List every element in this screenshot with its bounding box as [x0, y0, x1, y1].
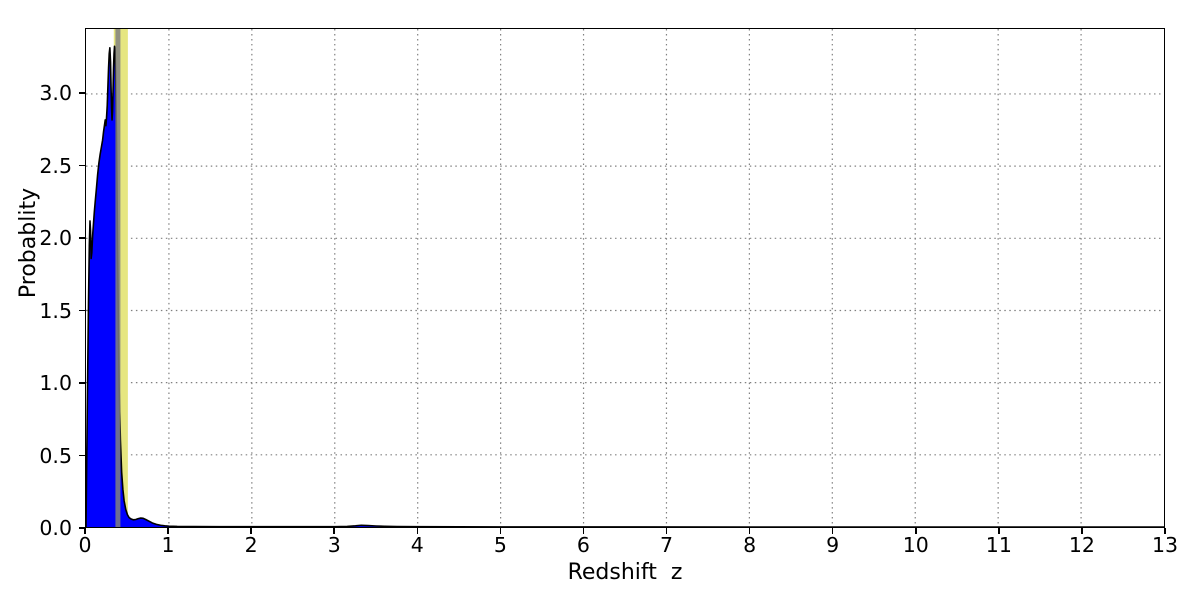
- x-tick-mark: [167, 528, 169, 534]
- y-tick-label: 0.5: [39, 443, 72, 468]
- x-tick-label: 9: [826, 533, 840, 557]
- y-tick-mark: [79, 454, 85, 457]
- y-axis-label-wrapper: Probablity: [16, 103, 46, 383]
- x-tick-mark: [748, 528, 751, 534]
- x-tick-mark: [831, 528, 834, 534]
- x-tick-mark: [333, 528, 335, 534]
- x-tick-label: 1: [161, 533, 175, 557]
- y-tick-label: 1.0: [39, 371, 72, 396]
- x-tick-mark: [250, 528, 252, 534]
- x-tick-label: 11: [985, 533, 1012, 557]
- x-tick-label: 12: [1068, 533, 1095, 557]
- chart-svg: [86, 29, 1164, 527]
- y-tick-mark: [79, 92, 85, 94]
- x-tick-mark: [1164, 528, 1166, 534]
- y-tick-label: 1.5: [39, 298, 72, 323]
- y-tick-label: 0.0: [39, 516, 72, 540]
- x-tick-mark: [915, 528, 917, 534]
- x-tick-mark: [582, 528, 585, 534]
- x-tick-mark: [665, 528, 668, 534]
- x-tick-mark: [84, 528, 86, 534]
- x-tick-mark: [499, 528, 502, 534]
- y-tick-mark: [79, 382, 85, 384]
- x-tick-label: 5: [493, 533, 507, 557]
- y-tick-mark: [79, 237, 85, 239]
- x-tick-label: 2: [244, 533, 258, 557]
- y-axis-label: Probablity: [16, 187, 41, 299]
- x-tick-mark: [1081, 528, 1083, 534]
- y-tick-label: 2.0: [39, 226, 72, 251]
- y-tick-label: 3.0: [39, 81, 72, 106]
- x-tick-label: 3: [327, 533, 341, 557]
- x-tick-label: 7: [660, 533, 674, 557]
- y-tick-label: 2.5: [39, 153, 72, 178]
- x-tick-label: 0: [78, 533, 92, 557]
- x-tick-label: 8: [743, 533, 757, 557]
- y-tick-mark: [79, 527, 85, 529]
- x-tick-label: 10: [902, 533, 929, 557]
- x-tick-label: 6: [576, 533, 590, 557]
- y-tick-mark: [79, 164, 85, 167]
- y-tick-mark: [79, 309, 85, 312]
- x-tick-mark: [416, 528, 419, 534]
- x-axis-label: Redshift z: [567, 560, 683, 585]
- x-tick-label: 4: [410, 533, 424, 557]
- x-tick-mark: [998, 528, 1000, 534]
- plot-area: [85, 28, 1165, 528]
- x-tick-label: 13: [1151, 533, 1179, 557]
- gridlines-group: [86, 29, 1164, 527]
